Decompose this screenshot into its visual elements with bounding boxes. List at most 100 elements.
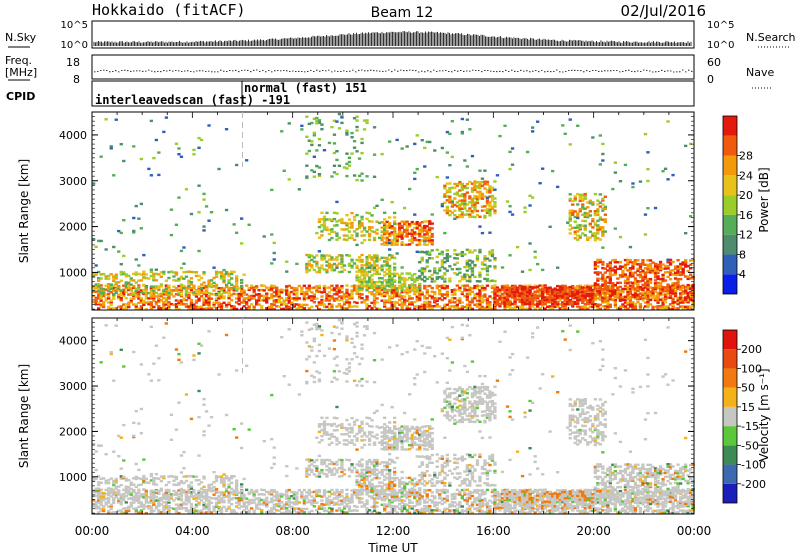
power-cell: [182, 271, 186, 274]
velocity-cell: [260, 503, 264, 506]
power-cell: [335, 305, 339, 308]
power-cell: [679, 292, 683, 295]
power-cell: [503, 305, 507, 308]
power-cell: [400, 289, 404, 292]
power-cell: [558, 286, 562, 289]
power-cell: [671, 289, 675, 293]
power-cell: [164, 293, 168, 296]
power-cell: [322, 226, 327, 229]
velocity-cell: [164, 493, 168, 496]
velocity-cell: [327, 511, 332, 514]
power-cell: [684, 291, 688, 295]
power-cell: [631, 261, 635, 264]
power-cell: [119, 299, 123, 302]
power-cell: [119, 294, 123, 297]
power-cell: [608, 291, 612, 295]
power-cell: [230, 307, 234, 310]
power-cell: [583, 305, 587, 308]
power-cell: [179, 294, 184, 298]
power-cell: [360, 301, 364, 304]
power-cell: [377, 236, 382, 240]
power-cell: [623, 265, 628, 268]
velocity-cell: [390, 496, 394, 500]
power-cell: [119, 231, 123, 235]
power-cell: [235, 297, 239, 300]
velocity-cell: [257, 499, 261, 502]
power-cell: [312, 134, 316, 137]
power-cell: [383, 301, 387, 304]
power-cell: [656, 298, 660, 301]
power-cell: [372, 293, 377, 296]
power-cell: [483, 295, 487, 298]
power-cell: [295, 303, 299, 306]
power-cell: [596, 292, 600, 295]
power-cell: [673, 273, 678, 277]
velocity-cell: [202, 491, 206, 494]
power-cell: [598, 307, 602, 310]
power-cell: [601, 296, 605, 299]
velocity-cell: [297, 509, 301, 513]
power-cell: [167, 289, 171, 292]
power-cell: [245, 307, 249, 310]
power-cell: [287, 301, 291, 304]
power-cell: [189, 291, 194, 294]
power-cell: [606, 296, 610, 299]
velocity-cell: [182, 489, 186, 492]
power-cell: [528, 307, 532, 310]
power-cell: [272, 251, 276, 255]
power-cell: [357, 295, 362, 298]
power-cell: [162, 296, 166, 300]
power-cell: [393, 237, 397, 240]
power-cell: [601, 273, 605, 276]
velocity-cell: [177, 505, 181, 509]
power-cell: [197, 299, 201, 302]
power-cell: [598, 303, 602, 307]
velocity-cell: [372, 499, 377, 502]
power-cell: [520, 300, 525, 304]
power-cell: [628, 267, 633, 270]
velocity-cell: [400, 501, 404, 504]
velocity-cell: [287, 500, 291, 504]
velocity-cell: [435, 491, 439, 494]
power-cell: [485, 189, 490, 192]
power-cell: [611, 273, 615, 277]
power-cell: [252, 307, 256, 310]
power-cell: [608, 293, 612, 296]
power-cell: [418, 282, 422, 286]
power-cell: [340, 256, 344, 259]
power-cell: [643, 273, 648, 277]
power-cell: [415, 295, 419, 298]
power-cell: [410, 283, 414, 286]
power-cell: [127, 303, 131, 307]
power-cell: [628, 273, 633, 277]
power-cell: [372, 262, 377, 265]
velocity-cell: [179, 494, 184, 498]
velocity-cell: [375, 501, 379, 504]
power-cell: [646, 271, 650, 274]
power-cell: [543, 284, 547, 287]
velocity-cell: [280, 507, 284, 510]
power-cell: [400, 240, 404, 244]
power-cell: [179, 290, 184, 293]
velocity-cell: [192, 509, 196, 512]
power-cell: [628, 305, 633, 308]
power-cell: [199, 291, 204, 294]
power-cell: [357, 284, 362, 287]
power-cell: [322, 290, 327, 293]
velocity-cell: [375, 491, 379, 494]
power-cell: [666, 178, 670, 181]
power-cell: [137, 294, 141, 298]
power-cell: [463, 253, 467, 256]
power-cell: [435, 297, 439, 300]
power-cell: [335, 264, 339, 267]
power-cell: [425, 305, 429, 308]
power-cell: [576, 286, 580, 290]
power-cell: [129, 277, 133, 280]
power-cell: [172, 303, 176, 306]
velocity-cell: [137, 497, 141, 500]
power-cell: [413, 300, 417, 304]
power-cell: [224, 270, 229, 274]
power-cell: [393, 305, 397, 308]
power-cell: [470, 269, 475, 273]
power-cell: [377, 289, 382, 292]
